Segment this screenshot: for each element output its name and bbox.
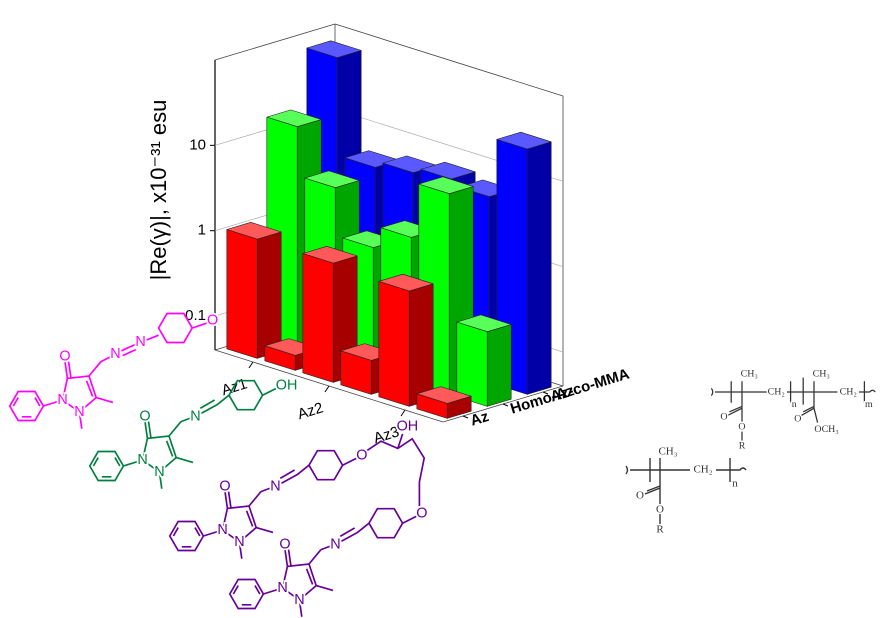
x-tick <box>324 385 330 393</box>
molecule: O N N N O OH O N N N O <box>168 417 429 618</box>
polymer: CH₃ O O R CH₂ n CH₃ O OCH₃ CH₂ m <box>710 367 876 453</box>
atom-label: n <box>732 478 738 490</box>
wall-edge <box>214 23 336 61</box>
bar-side <box>486 324 512 407</box>
atom-label: O <box>59 349 70 365</box>
atom-label: N <box>294 592 304 608</box>
atom-label: R <box>656 524 664 536</box>
atom-label: CH₂ <box>840 386 857 397</box>
atom-label: O <box>636 490 644 502</box>
bar-side <box>526 141 552 395</box>
atom-label: CH₃ <box>813 368 830 379</box>
atom-label: O <box>356 447 367 463</box>
atom-label: OH <box>397 419 419 435</box>
polymer: CH₃ O O R CH₂ n <box>625 444 747 537</box>
atom-label: N <box>137 452 147 468</box>
z-tick <box>462 415 469 419</box>
wall-edge <box>334 23 564 97</box>
atom-label: N <box>74 404 84 420</box>
atom-label: N <box>270 479 280 495</box>
legend-label: Az <box>468 408 491 430</box>
z-tick <box>502 403 509 407</box>
atom-label: O <box>656 504 664 516</box>
atom-label: CH₃ <box>658 446 677 458</box>
y-tick-label: 0.1 <box>185 307 206 324</box>
atom-label: CH₃ <box>741 368 758 379</box>
molecule: O N N N N O <box>8 311 220 430</box>
atom-label: O <box>207 313 218 329</box>
y-axis-label: |Re(γ)|, x10⁻³¹ esu <box>146 100 171 281</box>
atom-label: O <box>279 537 290 553</box>
atom-label: N <box>234 534 244 550</box>
atom-label: CH₂ <box>693 464 712 476</box>
bar <box>378 281 410 407</box>
z-tick <box>542 391 549 395</box>
atom-label: O <box>219 479 230 495</box>
bar-side <box>256 231 282 359</box>
x-tick-label: Az3 <box>372 423 402 447</box>
bar <box>264 345 296 371</box>
bar <box>340 350 372 395</box>
bar <box>416 393 448 419</box>
atom-label: O <box>738 421 745 432</box>
x-tick <box>400 409 406 417</box>
atom-label: OCH₃ <box>814 424 838 435</box>
x-tick <box>248 361 254 369</box>
legend-label: Az-co-MMA <box>548 365 631 405</box>
atom-label: R <box>739 440 746 451</box>
atom-label: N <box>217 522 227 538</box>
x-tick-label: Az2 <box>296 399 326 423</box>
molecule: O N N N OH <box>88 376 299 490</box>
bar <box>456 321 488 407</box>
y-tick-label: 1 <box>198 222 206 239</box>
bar <box>226 229 258 359</box>
atom-label: m <box>865 399 873 410</box>
atom-label: N <box>154 464 164 480</box>
atom-label: O <box>794 413 801 424</box>
atom-label: N <box>57 392 67 408</box>
bar-side <box>408 283 434 407</box>
atom-label: N <box>110 346 120 362</box>
atom-label: N <box>330 537 340 553</box>
atom-label: N <box>135 334 145 350</box>
atom-label: O <box>720 411 727 422</box>
atom-label: CH₂ <box>768 386 785 397</box>
atom-label: O <box>416 505 427 521</box>
atom-label: n <box>792 399 797 410</box>
atom-label: OH <box>276 377 298 393</box>
atom-label: N <box>277 580 287 596</box>
bar <box>302 253 334 383</box>
atom-label: N <box>190 409 200 425</box>
y-tick-label: 10 <box>189 136 206 153</box>
atom-label: O <box>139 409 150 425</box>
